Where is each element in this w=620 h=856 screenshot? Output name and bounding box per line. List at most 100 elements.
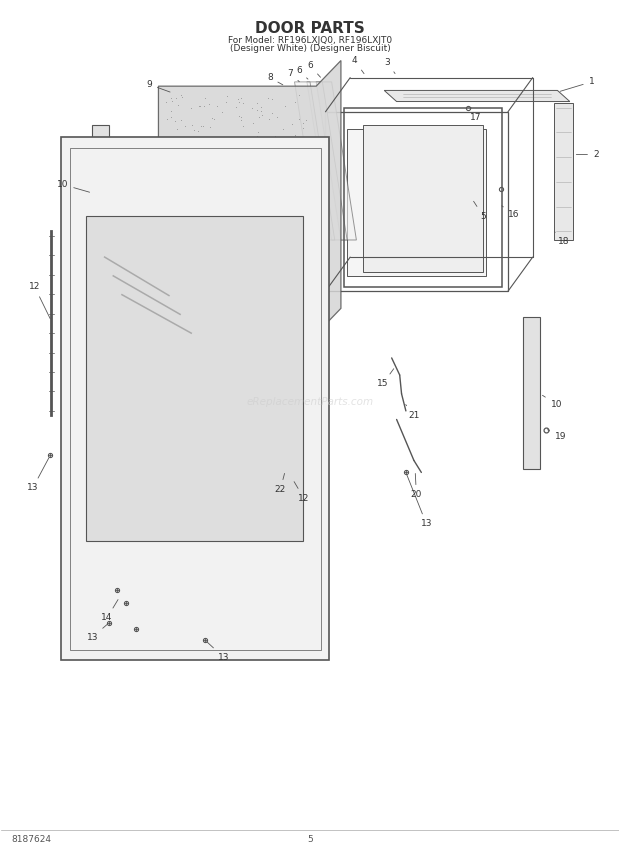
Point (258, 181, 268, 195)
Point (223, 236, 233, 250)
Point (295, 146, 305, 160)
Point (205, 221, 215, 235)
Point (207, 298, 217, 312)
Point (287, 117, 297, 131)
Point (208, 176, 218, 190)
Point (301, 294, 311, 308)
Point (194, 182, 204, 196)
Text: 3: 3 (384, 57, 395, 74)
Point (239, 146, 249, 159)
Point (247, 245, 257, 259)
Point (298, 116, 308, 130)
Point (185, 158, 195, 171)
Point (186, 101, 196, 115)
Point (265, 152, 275, 165)
Point (180, 119, 190, 133)
Point (172, 122, 182, 135)
Point (252, 163, 262, 177)
Point (213, 161, 223, 175)
Point (166, 110, 176, 123)
Point (187, 229, 197, 243)
Point (213, 177, 223, 191)
Point (237, 194, 247, 208)
Point (205, 300, 215, 313)
Point (204, 253, 214, 267)
Point (247, 102, 257, 116)
Point (172, 204, 182, 217)
Point (196, 205, 206, 218)
Point (280, 99, 290, 113)
Point (162, 229, 172, 243)
Point (167, 299, 177, 312)
Point (270, 232, 280, 246)
Point (270, 259, 280, 273)
Point (200, 301, 210, 315)
Text: 16: 16 (502, 205, 520, 219)
Point (213, 99, 223, 113)
Point (241, 212, 250, 226)
Text: 7: 7 (287, 68, 299, 81)
Point (213, 239, 223, 253)
Point (274, 245, 284, 259)
Text: 12: 12 (29, 282, 50, 318)
Point (250, 143, 260, 157)
Point (246, 231, 255, 245)
Point (215, 200, 224, 214)
Point (213, 175, 223, 189)
Polygon shape (523, 317, 540, 469)
Point (277, 270, 287, 284)
Point (173, 308, 183, 322)
Point (177, 164, 187, 178)
Polygon shape (180, 138, 307, 267)
Point (263, 186, 273, 199)
Point (174, 159, 184, 173)
Point (277, 134, 287, 147)
Point (239, 215, 249, 229)
Point (281, 295, 291, 309)
Point (290, 95, 300, 109)
Point (171, 91, 181, 104)
Polygon shape (159, 61, 341, 334)
Point (296, 271, 306, 285)
Point (217, 104, 227, 118)
Point (236, 113, 246, 127)
Point (192, 158, 202, 172)
Point (249, 178, 259, 192)
Point (228, 196, 237, 210)
Point (178, 291, 188, 305)
Point (275, 212, 285, 226)
Point (289, 154, 299, 168)
Point (202, 302, 212, 316)
Point (165, 216, 175, 229)
Point (236, 91, 246, 104)
Point (272, 181, 281, 195)
Text: 8187624: 8187624 (12, 835, 52, 844)
Point (174, 276, 184, 289)
Point (273, 140, 283, 154)
Point (182, 170, 192, 184)
Point (174, 277, 184, 291)
Point (161, 225, 171, 239)
Point (244, 205, 254, 218)
Text: 1: 1 (560, 77, 595, 92)
Point (177, 292, 187, 306)
Point (194, 99, 204, 113)
Point (173, 227, 183, 241)
Point (252, 190, 262, 204)
Point (182, 276, 192, 289)
Point (162, 111, 172, 125)
Polygon shape (363, 125, 483, 271)
Text: 17: 17 (470, 108, 482, 122)
Point (235, 300, 245, 313)
Point (164, 140, 174, 153)
Point (174, 196, 184, 210)
Point (298, 121, 308, 134)
Point (190, 193, 200, 206)
Point (255, 200, 265, 214)
Point (163, 179, 173, 193)
Text: For Model: RF196LXJQ0, RF196LXJT0: For Model: RF196LXJQ0, RF196LXJT0 (228, 35, 392, 45)
Point (238, 183, 248, 197)
Point (272, 131, 281, 145)
Point (301, 113, 311, 127)
Point (177, 214, 187, 228)
